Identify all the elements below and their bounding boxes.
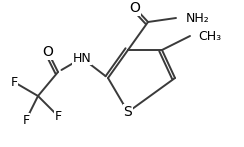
Text: F: F <box>10 76 18 88</box>
Text: CH₃: CH₃ <box>198 30 221 42</box>
Text: F: F <box>54 110 61 122</box>
Text: O: O <box>130 1 141 15</box>
Text: O: O <box>42 45 53 59</box>
Text: S: S <box>124 105 132 119</box>
Text: HN: HN <box>73 51 91 65</box>
Text: NH₂: NH₂ <box>186 11 210 25</box>
Text: F: F <box>22 113 30 127</box>
